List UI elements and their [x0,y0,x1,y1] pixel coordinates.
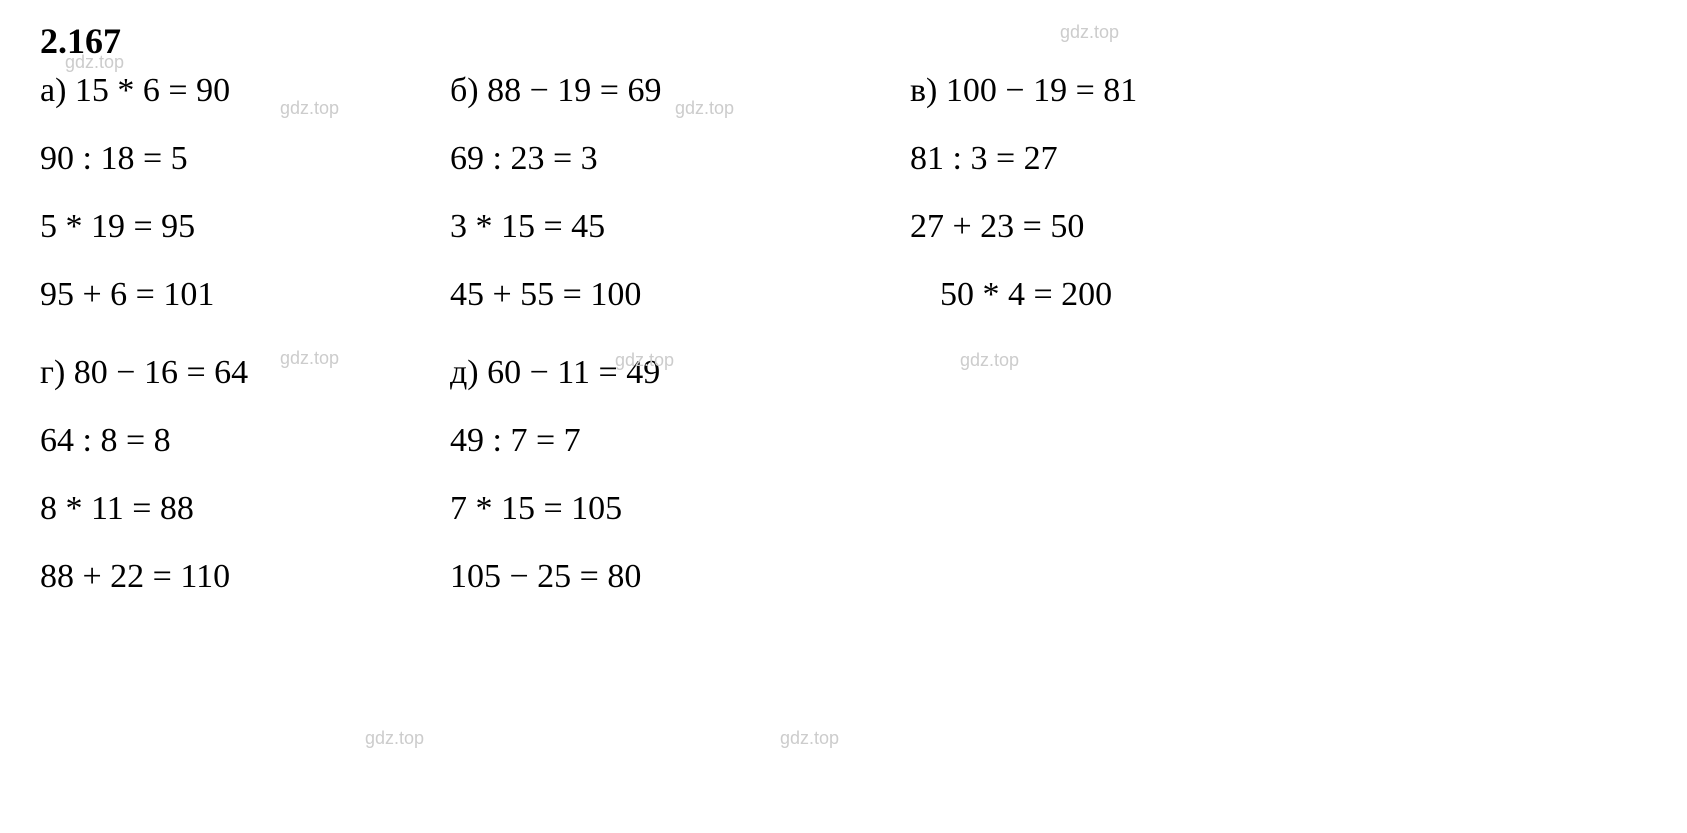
row1-columns: а) 15 * 6 = 90 90 : 18 = 5 5 * 19 = 95 9… [40,72,1647,314]
column-g: г) 80 − 16 = 64 64 : 8 = 8 8 * 11 = 88 8… [40,354,350,596]
section-a-eq-0: 15 * 6 = 90 [75,72,230,109]
row2-columns: г) 80 − 16 = 64 64 : 8 = 8 8 * 11 = 88 8… [40,354,1647,596]
section-v-line-2: 27 + 23 = 50 [910,208,1270,246]
section-a-line-0: а) 15 * 6 = 90 [40,72,390,110]
column-a: а) 15 * 6 = 90 90 : 18 = 5 5 * 19 = 95 9… [40,72,390,314]
column-d: д) 60 − 11 = 49 49 : 7 = 7 7 * 15 = 105 … [450,354,810,596]
section-v-eq-0: 100 − 19 = 81 [946,72,1137,109]
section-b-line-1: 69 : 23 = 3 [450,140,850,178]
watermark: gdz.top [365,728,424,749]
section-a-line-2: 5 * 19 = 95 [40,208,390,246]
section-g-eq-0: 80 − 16 = 64 [74,354,248,391]
problem-number: 2.167 [40,20,1647,62]
section-v-line-0: в) 100 − 19 = 81 [910,72,1270,110]
section-a-line-3: 95 + 6 = 101 [40,276,390,314]
section-b-line-2: 3 * 15 = 45 [450,208,850,246]
column-b: б) 88 − 19 = 69 69 : 23 = 3 3 * 15 = 45 … [450,72,850,314]
label-d: д) [450,354,479,391]
section-b-line-3: 45 + 55 = 100 [450,276,850,314]
column-v: в) 100 − 19 = 81 81 : 3 = 27 27 + 23 = 5… [910,72,1270,314]
label-g: г) [40,354,65,391]
watermark: gdz.top [780,728,839,749]
section-a-line-1: 90 : 18 = 5 [40,140,390,178]
label-v: в) [910,72,937,109]
section-v-line-3: 50 * 4 = 200 [910,276,1270,314]
section-d-eq-0: 60 − 11 = 49 [487,354,660,391]
section-b-eq-0: 88 − 19 = 69 [487,72,661,109]
section-d-line-2: 7 * 15 = 105 [450,490,810,528]
label-a: а) [40,72,66,109]
section-g-line-1: 64 : 8 = 8 [40,422,350,460]
section-g-line-3: 88 + 22 = 110 [40,558,350,596]
section-g-line-2: 8 * 11 = 88 [40,490,350,528]
section-v-line-1: 81 : 3 = 27 [910,140,1270,178]
label-b: б) [450,72,479,109]
section-b-line-0: б) 88 − 19 = 69 [450,72,850,110]
section-d-line-1: 49 : 7 = 7 [450,422,810,460]
section-d-line-3: 105 − 25 = 80 [450,558,810,596]
section-g-line-0: г) 80 − 16 = 64 [40,354,350,392]
section-d-line-0: д) 60 − 11 = 49 [450,354,810,392]
